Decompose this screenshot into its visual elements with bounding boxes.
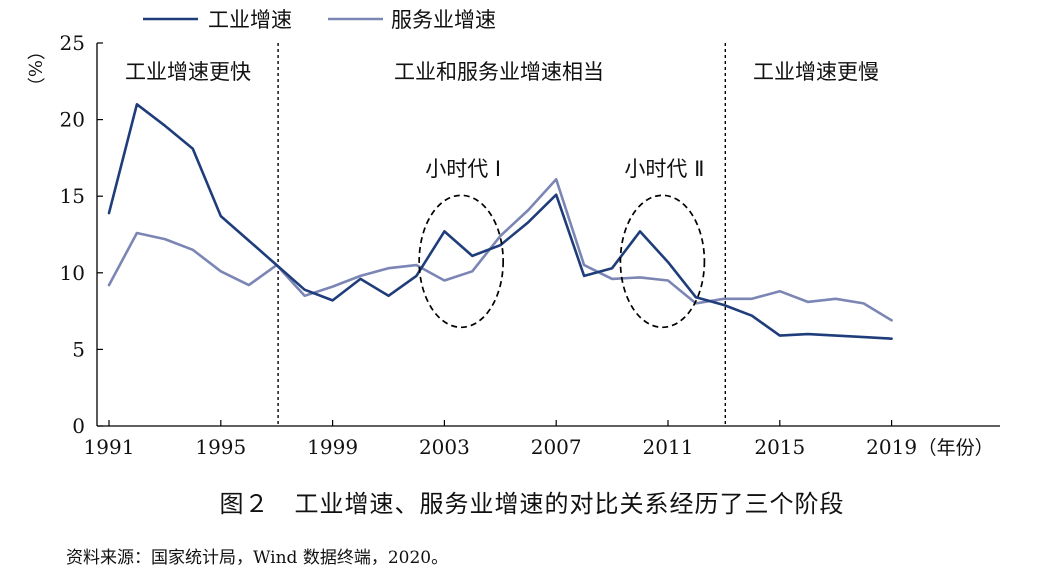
y-tick-label: 20 — [60, 108, 85, 132]
legend-label: 工业增速 — [208, 8, 292, 32]
y-tick-label: 0 — [72, 414, 85, 438]
x-tick-label: 2019 — [866, 435, 917, 459]
chart: 0 5 10 15 20 25 （%） 1991 1995 1999 2003 2007 2011 201… — [24, 8, 1000, 459]
highlight-label: 小时代 Ⅰ — [425, 157, 501, 181]
highlight-layer: 小时代 Ⅰ 小时代 Ⅱ — [418, 157, 706, 329]
legend: 工业增速 服务业增速 — [143, 8, 496, 32]
series-line-services — [107, 178, 893, 322]
y-tick-label: 5 — [72, 337, 85, 361]
series-layer — [107, 103, 893, 341]
x-tick-label: 1991 — [84, 435, 135, 459]
series-line-industry — [107, 103, 893, 341]
x-tick-label: 2003 — [419, 435, 470, 459]
legend-label: 服务业增速 — [391, 8, 496, 32]
phase-dividers — [277, 43, 726, 426]
axes: 0 5 10 15 20 25 （%） 1991 1995 1999 2003 2007 2011 201… — [24, 31, 1000, 459]
x-tick-label: 1995 — [195, 435, 246, 459]
phase-label: 工业增速更快 — [125, 60, 251, 84]
x-tick-label: 1999 — [307, 435, 358, 459]
x-tick-label: 2011 — [643, 435, 694, 459]
highlight-label: 小时代 Ⅱ — [624, 157, 704, 181]
y-tick-label: 25 — [60, 31, 85, 55]
x-tick-label: 2007 — [531, 435, 582, 459]
x-axis-unit: （年份） — [918, 437, 994, 459]
y-axis-unit: （%） — [24, 42, 45, 95]
phase-label: 工业增速更慢 — [753, 60, 879, 84]
highlight-ellipse — [619, 194, 706, 329]
figure-caption: 图２ 工业增速、服务业增速的对比关系经历了三个阶段 — [219, 490, 845, 518]
source-note: 资料来源：国家统计局，Wind 数据终端，2020。 — [66, 548, 449, 568]
highlight-ellipse — [418, 194, 505, 329]
y-tick-label: 15 — [60, 184, 85, 208]
y-tick-label: 10 — [60, 261, 85, 285]
x-tick-label: 2015 — [754, 435, 805, 459]
phase-labels: 工业增速更快 工业和服务业增速相当 工业增速更慢 — [125, 60, 879, 84]
phase-label: 工业和服务业增速相当 — [394, 60, 604, 84]
